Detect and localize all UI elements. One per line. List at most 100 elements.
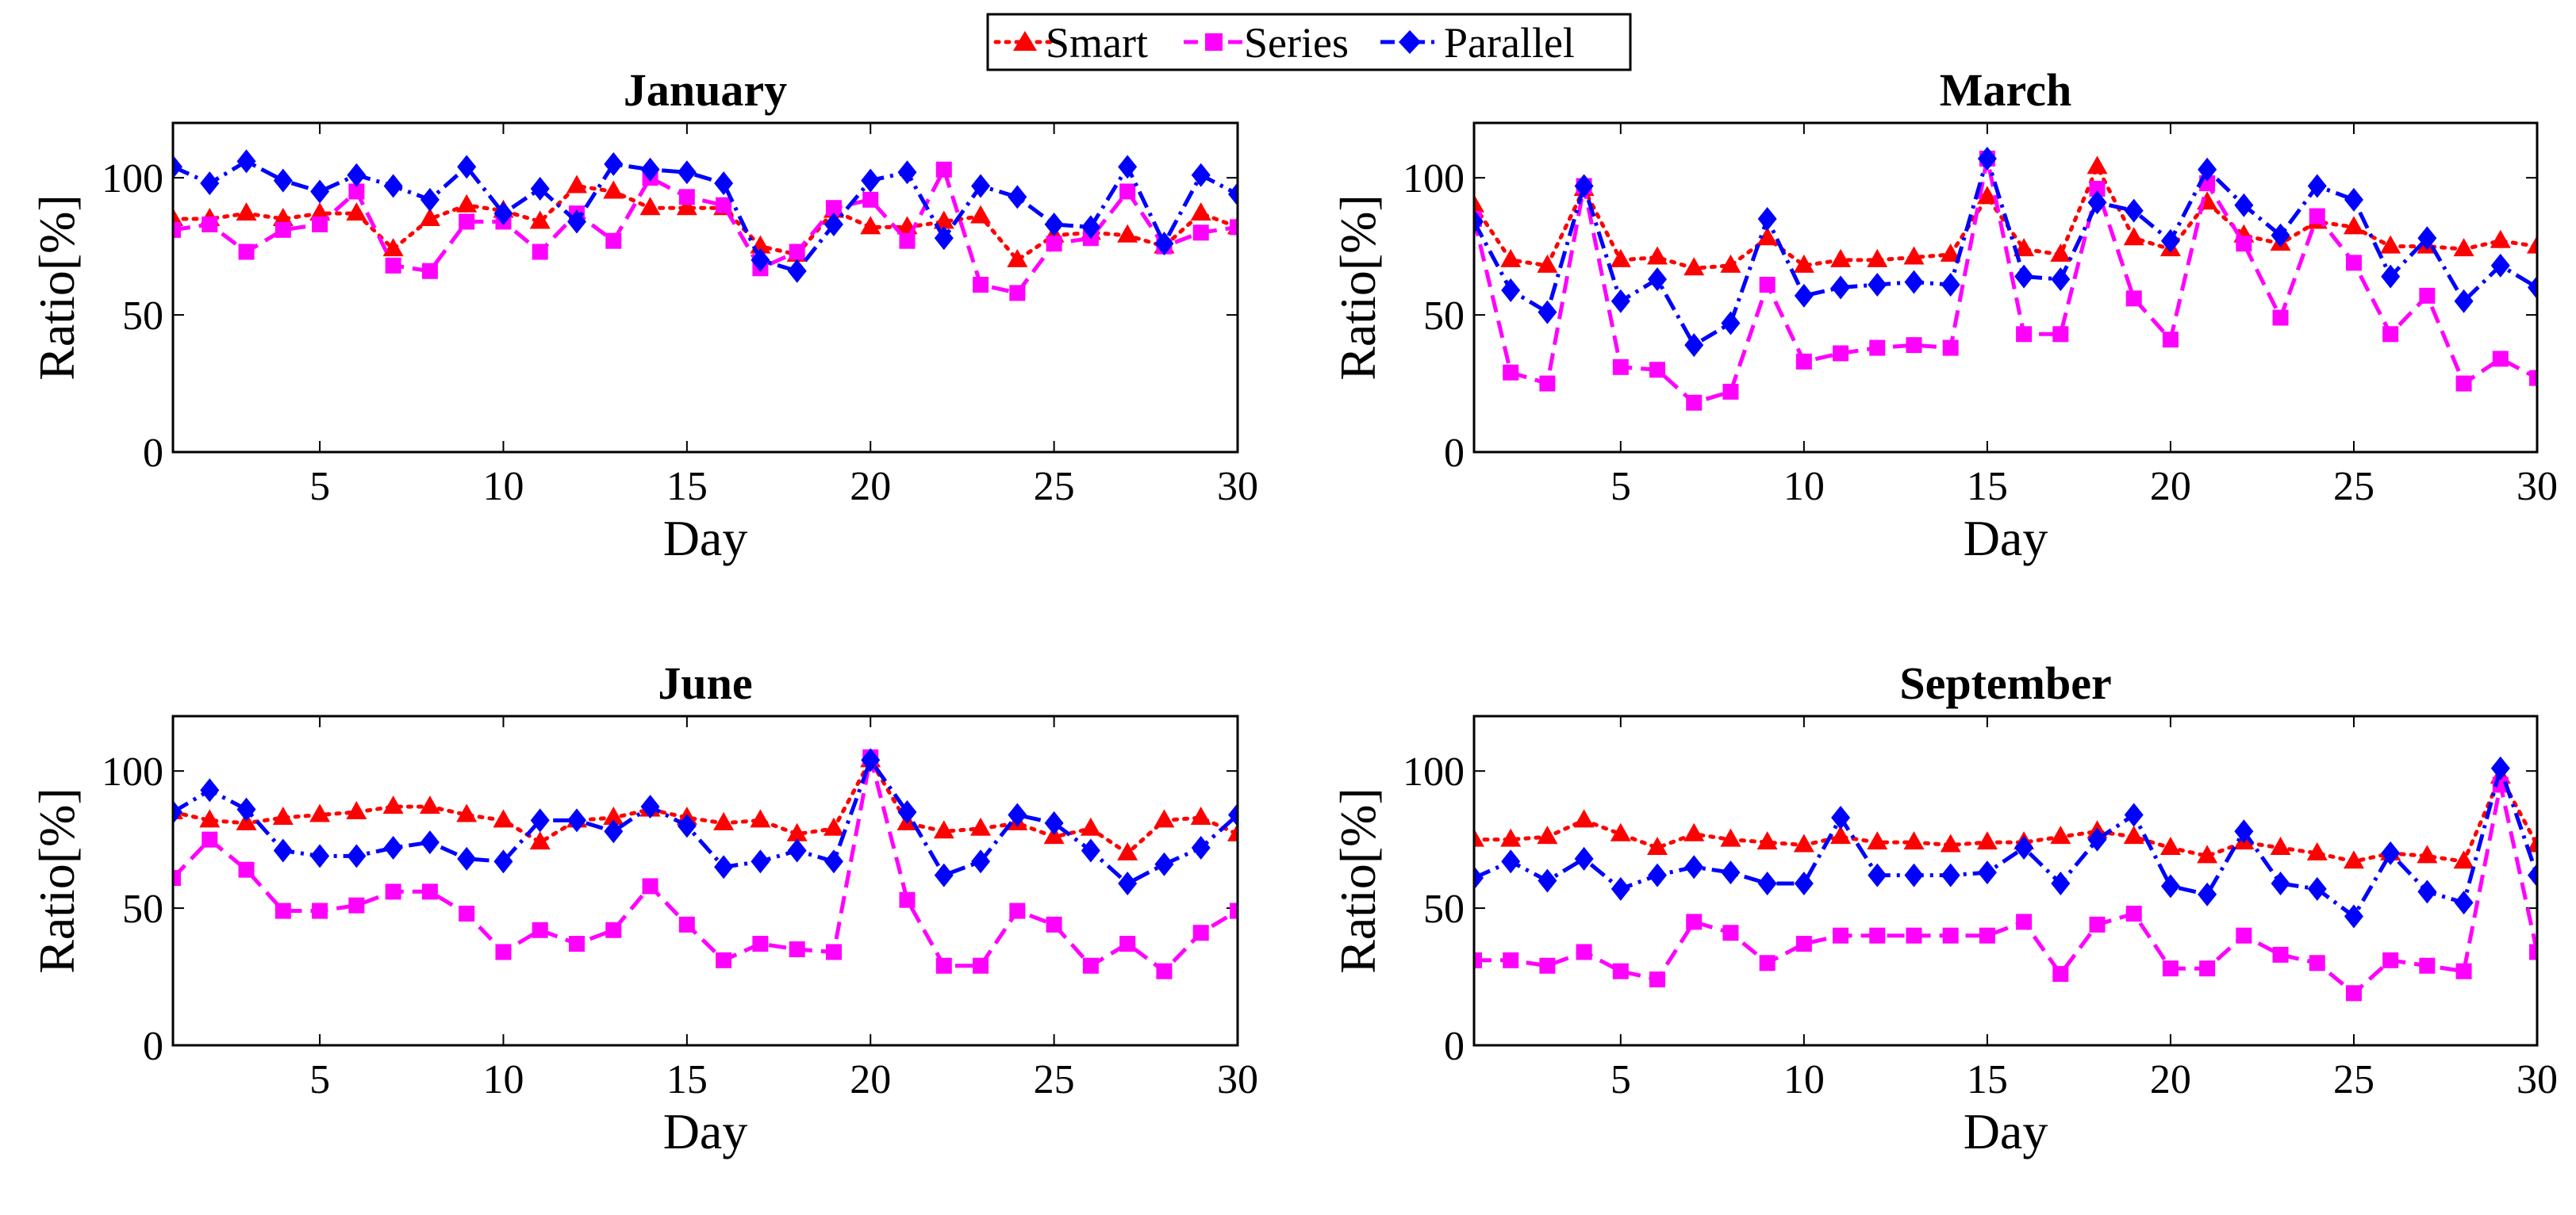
data-point-smart: [1976, 186, 1998, 205]
data-point-parallel: [567, 209, 587, 234]
data-point-parallel: [2454, 891, 2474, 915]
data-point-smart: [1793, 254, 1814, 273]
data-point-series: [421, 263, 438, 279]
data-point-parallel: [897, 160, 917, 185]
data-point-smart: [346, 801, 367, 820]
data-point-smart: [933, 210, 954, 229]
data-point-parallel: [604, 819, 624, 844]
x-tick-label: 5: [309, 1057, 330, 1102]
data-point-series: [1156, 963, 1173, 979]
data-point-smart: [2159, 837, 2181, 855]
data-point-smart: [1117, 224, 1138, 243]
x-axis-label: Day: [1964, 510, 2048, 566]
data-point-parallel: [971, 849, 991, 874]
data-point-parallel: [1610, 876, 1630, 901]
data-point-parallel: [861, 168, 881, 193]
data-point-smart: [2380, 235, 2401, 254]
data-point-parallel: [1574, 846, 1594, 871]
data-point-smart: [1474, 194, 1484, 213]
data-point-smart: [309, 202, 331, 221]
data-point-parallel: [1501, 849, 1521, 874]
data-point-series: [1474, 952, 1482, 968]
data-point-parallel: [2528, 863, 2537, 887]
data-point-parallel: [1191, 836, 1211, 860]
data-point-parallel: [751, 849, 770, 874]
legend-entry-parallel: Parallel: [1380, 19, 1575, 67]
data-point-smart: [2050, 826, 2071, 845]
data-point-parallel: [1610, 289, 1630, 313]
data-point-series: [899, 232, 916, 249]
data-point-series: [2162, 332, 2179, 348]
data-point-smart: [529, 831, 551, 850]
data-point-parallel: [1977, 860, 1997, 885]
data-point-parallel: [640, 157, 660, 182]
legend-entry-smart: Smart: [993, 19, 1148, 67]
data-point-parallel: [2307, 876, 2327, 901]
data-point-series: [716, 197, 732, 213]
data-point-smart: [272, 208, 294, 227]
data-point-parallel: [2528, 275, 2537, 300]
data-point-parallel: [1081, 215, 1100, 240]
data-point-parallel: [2381, 841, 2401, 865]
data-point-series: [385, 883, 401, 900]
data-point-parallel: [2381, 264, 2401, 289]
data-point-parallel: [751, 247, 770, 272]
data-point-parallel: [2344, 904, 2363, 929]
data-point-series: [825, 944, 842, 960]
data-point-series: [678, 916, 695, 933]
data-point-smart: [2270, 837, 2291, 855]
data-point-series: [605, 922, 622, 938]
data-point-parallel: [787, 259, 807, 283]
data-point-smart: [419, 208, 440, 227]
series-line-smart: [173, 184, 1238, 263]
data-point-series: [1722, 925, 1739, 941]
data-point-parallel: [971, 174, 991, 198]
data-point-parallel: [604, 151, 624, 176]
data-point-smart: [456, 194, 478, 213]
data-point-series: [605, 232, 622, 249]
data-point-parallel: [861, 748, 881, 772]
y-tick-label: 100: [102, 156, 163, 201]
data-point-parallel: [1044, 212, 1064, 236]
data-point-parallel: [567, 808, 587, 833]
data-point-series: [2345, 255, 2362, 271]
data-point-parallel: [787, 838, 807, 863]
data-point-series: [1230, 903, 1238, 919]
data-point-smart: [2343, 216, 2364, 235]
data-point-series: [2382, 326, 2399, 343]
legend-entry-series: Series: [1184, 19, 1349, 67]
x-tick-label: 10: [1783, 1057, 1825, 1102]
x-tick-label: 10: [482, 464, 524, 509]
data-point-smart: [173, 208, 183, 227]
data-point-series: [935, 161, 952, 178]
data-point-series: [1795, 353, 1812, 370]
data-point-smart: [933, 820, 954, 839]
data-point-parallel: [1941, 273, 1960, 297]
data-point-smart: [1154, 809, 1175, 828]
data-point-series: [1192, 224, 1209, 241]
data-point-parallel: [1684, 333, 1704, 358]
data-point-parallel: [2014, 264, 2034, 289]
y-tick-label: 50: [1423, 293, 1465, 339]
data-point-series: [2089, 916, 2106, 933]
data-point-smart: [1080, 817, 1101, 836]
legend-marker-series: [1205, 33, 1223, 51]
x-tick-label: 20: [850, 1057, 891, 1102]
data-point-series: [1503, 952, 1519, 968]
data-point-parallel: [2124, 198, 2144, 223]
data-point-series: [348, 897, 365, 914]
chart-title: June: [658, 657, 752, 709]
data-point-smart: [1756, 831, 1778, 850]
data-point-parallel: [347, 844, 367, 868]
data-point-series: [1119, 183, 1136, 200]
data-point-series: [1576, 944, 1592, 960]
data-point-parallel: [236, 149, 256, 174]
data-point-parallel: [1684, 855, 1704, 880]
plot-area: [1474, 146, 2537, 411]
data-point-series: [495, 944, 512, 960]
y-tick-label: 50: [1423, 887, 1465, 932]
data-point-series: [1539, 375, 1556, 392]
data-point-smart: [2343, 850, 2364, 869]
data-point-smart: [603, 180, 624, 199]
data-point-smart: [1903, 831, 1925, 850]
